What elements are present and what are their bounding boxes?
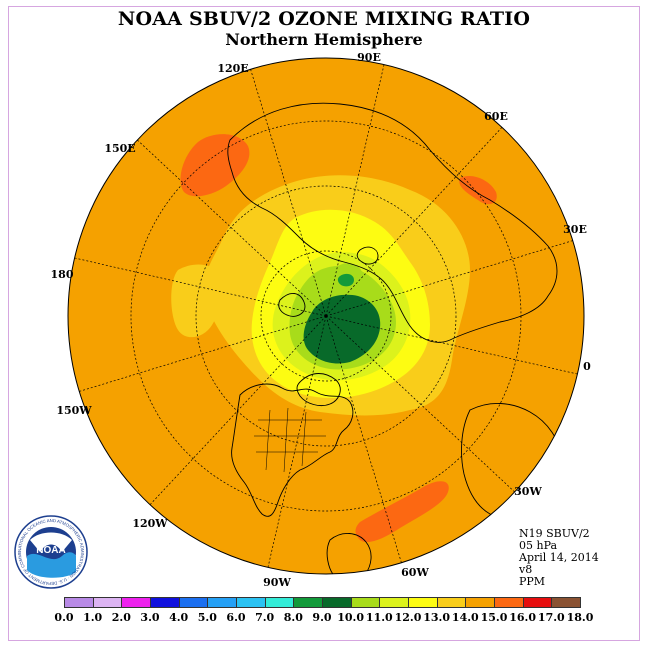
colorbar-tick-label: 0.0 — [54, 611, 74, 624]
meridians — [74, 64, 578, 568]
colorbar-segment — [436, 597, 467, 608]
hemisphere-border — [67, 57, 585, 575]
info-date: April 14, 2014 — [519, 551, 599, 564]
colorbar-segment — [322, 597, 352, 608]
colorbar-segment — [408, 597, 438, 608]
contour-9-10-small — [337, 273, 354, 287]
colorbar-tick-label: 12.0 — [394, 611, 422, 624]
info-satellite: N19 SBUV/2 — [519, 527, 590, 540]
meridian-line — [74, 257, 327, 317]
colorbar-tick-label: 9.0 — [312, 611, 332, 624]
colorbar-segment — [293, 597, 323, 608]
meridian-line — [325, 127, 503, 317]
contour-9-10 — [303, 294, 381, 364]
meridian-line — [325, 315, 402, 563]
colorbar-tick-label: 3.0 — [140, 611, 160, 624]
meridian-line — [325, 64, 385, 317]
colorbar-segment — [236, 597, 266, 608]
colorbar-tick-label: 7.0 — [255, 611, 275, 624]
info-version: v8 — [519, 563, 533, 576]
contour-13-14-west — [171, 264, 224, 338]
meridian-line — [325, 240, 573, 317]
colorbar-tick-label: 6.0 — [226, 611, 246, 624]
meridian-line — [149, 315, 327, 505]
contour-15-16-europe — [459, 175, 497, 205]
colorbar-tick-label: 8.0 — [283, 611, 303, 624]
meridian-line — [267, 315, 327, 568]
lon-label-30w: 30W — [514, 485, 542, 498]
lon-label-120w: 120W — [132, 517, 168, 530]
lon-label-150w: 150W — [56, 404, 92, 417]
ozone-field — [68, 58, 584, 574]
latitude-circle-15 — [130, 120, 522, 512]
contour-15-16-atlantic — [355, 481, 449, 543]
colorbar-tick-label: 11.0 — [365, 611, 393, 624]
latitude-circle-60 — [260, 250, 392, 382]
colorbar-segment — [178, 597, 209, 608]
lon-label-90w: 90W — [263, 576, 291, 589]
colorbar-tick-label: 15.0 — [480, 611, 508, 624]
contour-15-16-east-asia — [180, 134, 250, 197]
colorbar-segment — [264, 597, 295, 608]
coastline-south-america — [326, 533, 372, 574]
meridian-line — [79, 315, 327, 392]
coastline-eurasia — [227, 102, 558, 343]
longitude-labels: 90E 60E 30E 0 30W 60W 90W 120W 150W 180 … — [51, 51, 592, 589]
colorbar-tick-label: 2.0 — [111, 611, 131, 624]
lon-label-120e: 120E — [217, 62, 248, 75]
colorbar-tick-label: 18.0 — [566, 611, 594, 624]
lon-label-30e: 30E — [563, 223, 587, 236]
coastline-north-america — [231, 383, 354, 517]
colorbar-segment — [379, 597, 409, 608]
lon-label-60e: 60E — [484, 110, 508, 123]
colorbar-tick-label: 16.0 — [509, 611, 537, 624]
colorbar-segment — [522, 597, 553, 608]
lon-label-60w: 60W — [401, 566, 429, 579]
colorbar-tick-label: 10.0 — [337, 611, 365, 624]
colorbar-segment — [350, 597, 381, 608]
colorbar-segment — [551, 597, 581, 608]
colorbar-segment — [465, 597, 495, 608]
lon-label-150e: 150E — [104, 142, 135, 155]
map-title: NOAA SBUV/2 OZONE MIXING RATIO — [117, 8, 531, 30]
logo-text: NOAA — [36, 545, 65, 556]
meridian-line — [325, 315, 578, 375]
info-units: PPM — [519, 575, 546, 588]
colorbar-tick-label: 5.0 — [197, 611, 217, 624]
lon-label-90e: 90E — [357, 51, 381, 64]
colorbar-tick-label: 17.0 — [537, 611, 565, 624]
lon-label-0: 0 — [583, 360, 591, 373]
meridian-line — [137, 139, 327, 317]
colorbar-tick-label: 1.0 — [83, 611, 103, 624]
colorbar-segment — [207, 597, 237, 608]
lon-label-180: 180 — [51, 268, 74, 281]
meridian-line — [250, 69, 327, 317]
colorbar-tick-label: 14.0 — [451, 611, 479, 624]
info-level: 05 hPa — [519, 539, 558, 552]
coastline-arctic-islands — [278, 246, 379, 317]
colorbar-segment — [64, 597, 94, 608]
colorbar-segment — [92, 597, 123, 608]
colorbar-segment — [150, 597, 180, 608]
colorbar-tick-label: 4.0 — [169, 611, 189, 624]
colorbar-segment — [494, 597, 524, 608]
colorbar — [64, 597, 581, 608]
coastline-greenland — [296, 373, 341, 407]
latitude-circle-30 — [195, 185, 457, 447]
meridian-line — [325, 315, 515, 493]
colorbar-segment — [121, 597, 151, 608]
map-subtitle: Northern Hemisphere — [225, 30, 423, 49]
colorbar-tick-label: 13.0 — [423, 611, 451, 624]
graticule — [74, 64, 578, 568]
